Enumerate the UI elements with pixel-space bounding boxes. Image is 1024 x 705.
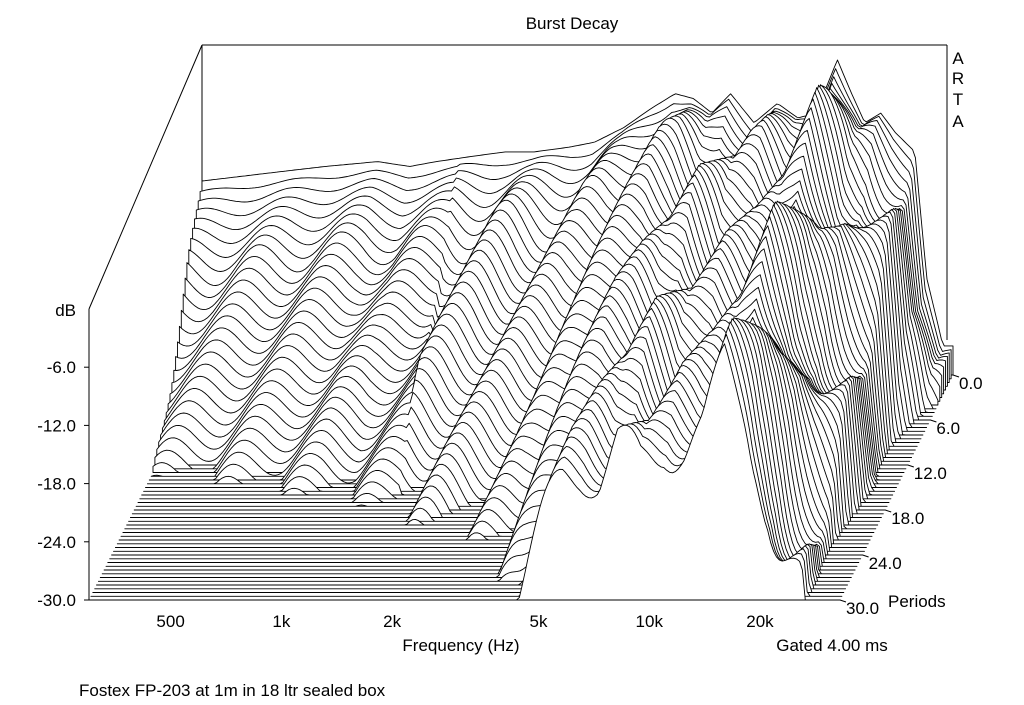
z-tick-mark — [885, 509, 892, 513]
footer-caption: Fostex FP-203 at 1m in 18 ltr sealed box — [79, 681, 386, 700]
z-tick-label: 12.0 — [914, 464, 947, 483]
x-axis-label: Frequency (Hz) — [402, 636, 519, 655]
plot-frame — [88, 44, 948, 600]
z-tick-mark — [862, 554, 869, 558]
z-tick-label: 0.0 — [959, 374, 983, 393]
watermark-letter: T — [953, 90, 963, 109]
watermark-letter: R — [952, 69, 964, 88]
z-axis-periods-label: Periods — [888, 592, 946, 611]
y-tick-label: -6.0 — [47, 358, 76, 377]
x-axis: 500 1k 2k 5k 10k 20k — [156, 612, 774, 631]
gate-label: Gated 4.00 ms — [776, 636, 888, 655]
x-tick-label: 2k — [383, 612, 401, 631]
y-axis: -6.0 -12.0 -18.0 -24.0 -30.0 — [37, 358, 89, 610]
y-tick-label: -30.0 — [37, 591, 76, 610]
chart-title: Burst Decay — [526, 14, 619, 33]
z-tick-label: 6.0 — [936, 419, 960, 438]
waterfall-slices — [88, 59, 954, 601]
x-tick-label: 5k — [530, 612, 548, 631]
y-tick-label: -12.0 — [37, 416, 76, 435]
y-tick-label: -18.0 — [37, 475, 76, 494]
z-tick-label: 30.0 — [846, 599, 879, 618]
y-axis-label: dB — [55, 301, 76, 320]
z-tick-mark — [907, 464, 914, 468]
x-tick-label: 1k — [272, 612, 290, 631]
z-tick-label: 18.0 — [891, 509, 924, 528]
z-tick-mark — [952, 374, 960, 378]
watermark-letter: A — [952, 112, 964, 131]
frame-side-top — [88, 44, 203, 310]
z-tick-label: 24.0 — [869, 554, 902, 573]
decay-slice — [88, 343, 841, 601]
y-tick-label: -24.0 — [37, 533, 76, 552]
arta-watermark: A R T A — [952, 49, 964, 131]
z-tick-mark — [839, 599, 847, 603]
x-tick-label: 20k — [746, 612, 774, 631]
x-tick-label: 500 — [156, 612, 184, 631]
z-tick-mark — [930, 419, 937, 423]
x-tick-label: 10k — [636, 612, 664, 631]
z-axis: 0.0 6.0 12.0 18.0 24.0 30.0 — [839, 374, 983, 618]
watermark-letter: A — [952, 49, 964, 68]
